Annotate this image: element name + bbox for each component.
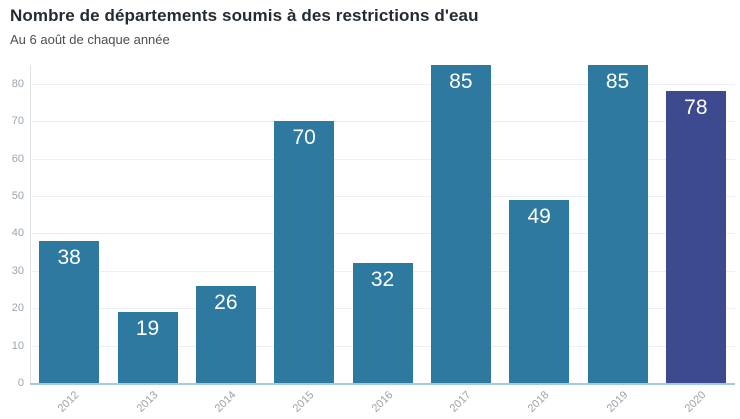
bar-value-label: 78: [684, 96, 708, 120]
y-axis-tick-label: 40: [11, 227, 24, 240]
x-axis-label-2012: 2012: [55, 389, 82, 415]
bar-2017[interactable]: 85: [430, 65, 491, 383]
y-gridline: [30, 233, 735, 235]
x-axis-zero-line: [30, 383, 735, 385]
x-axis-label-2015: 2015: [290, 389, 317, 415]
x-axis-label-2013: 2013: [134, 389, 160, 415]
bar-value-label: 26: [214, 290, 238, 314]
bar-2016[interactable]: 32: [352, 263, 413, 383]
y-axis-tick-label: 0: [17, 377, 24, 389]
y-axis-tick-label: 20: [11, 302, 24, 315]
chart-subtitle: Au 6 août de chaque année: [10, 32, 170, 47]
bar-value-label: 85: [605, 70, 630, 93]
x-axis-label-2019: 2019: [604, 389, 630, 415]
bar-value-label: 38: [57, 245, 81, 269]
bar-value-label: 32: [370, 268, 395, 292]
bar-value-label: 85: [449, 70, 473, 93]
y-axis-tick-label: 70: [11, 115, 24, 128]
bar-2013[interactable]: 19: [117, 311, 178, 383]
y-axis-tick-label: 60: [11, 152, 24, 165]
bar-2020[interactable]: 78: [665, 91, 726, 383]
bar-value-label: 70: [292, 126, 316, 150]
y-axis-tick-label: 50: [11, 189, 24, 202]
bar-2015[interactable]: 70: [274, 121, 335, 383]
x-axis-label-2016: 2016: [369, 389, 395, 415]
y-axis-tick-label: 80: [11, 77, 24, 90]
chart-title: Nombre de départements soumis à des rest…: [10, 6, 479, 25]
y-gridline: [30, 121, 735, 123]
x-axis-label-2018: 2018: [525, 389, 552, 415]
y-axis-tick-label: 10: [11, 339, 24, 352]
y-gridline: [30, 195, 735, 197]
bar-value-label: 19: [135, 316, 160, 340]
y-gridline: [30, 83, 735, 85]
bar-2012[interactable]: 38: [39, 240, 100, 383]
x-axis-label-2014: 2014: [212, 389, 239, 415]
x-axis-label-2017: 2017: [447, 389, 474, 415]
y-axis-tick-label: 30: [11, 264, 24, 277]
y-gridline: [30, 158, 735, 160]
x-axis-label-2020: 2020: [682, 389, 709, 415]
bar-2019[interactable]: 85: [587, 65, 648, 383]
bar-2014[interactable]: 26: [195, 285, 256, 383]
bar-value-label: 49: [527, 204, 551, 228]
bar-2018[interactable]: 49: [509, 199, 570, 383]
y-axis-line: [30, 65, 31, 383]
